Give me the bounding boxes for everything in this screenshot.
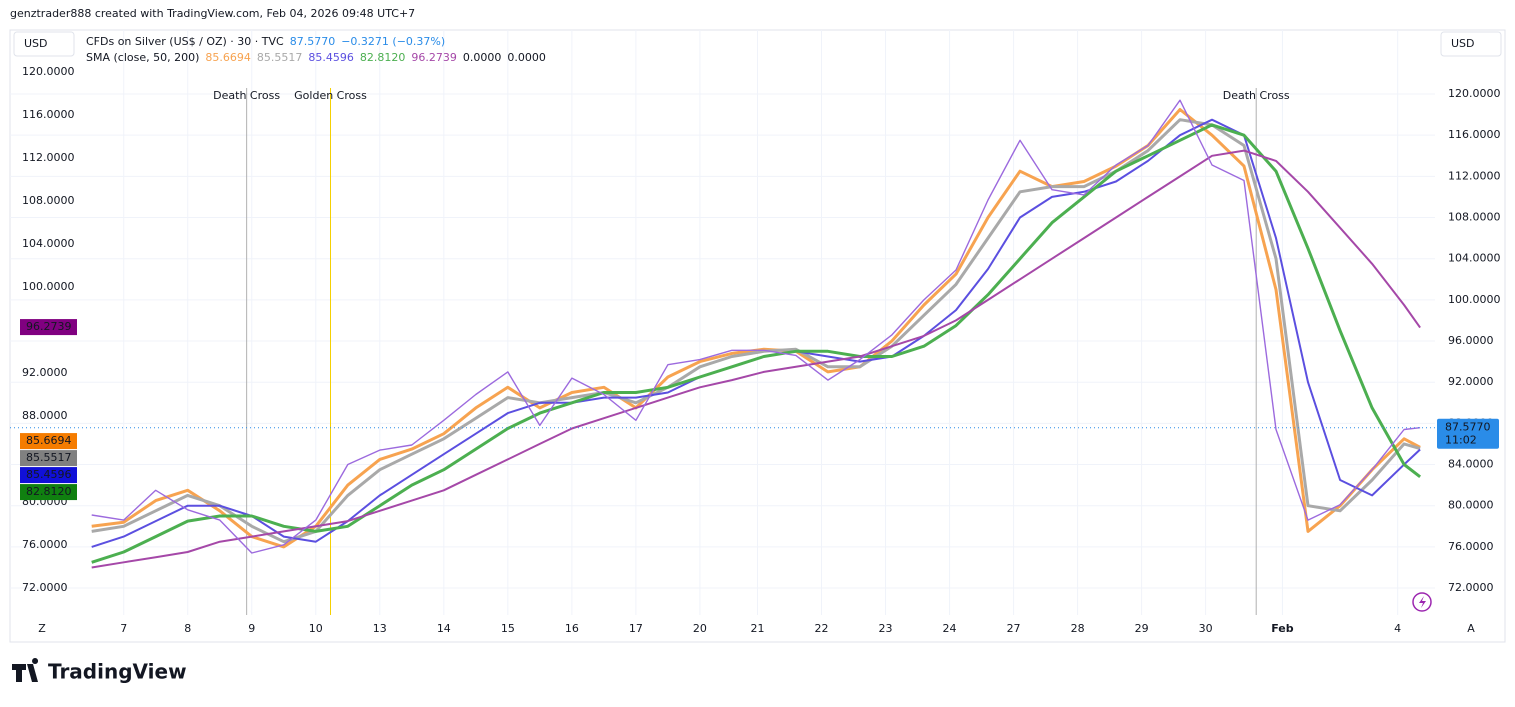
x-tick-label: 13 [373, 622, 387, 635]
x-tick-label: 9 [248, 622, 255, 635]
value-badge-label: 85.4596 [26, 468, 72, 481]
alert-icon[interactable] [1412, 592, 1432, 612]
y-tick-label: 112.0000 [1448, 169, 1501, 182]
y2-tick-label: 72.0000 [22, 581, 68, 594]
y2-tick-label: 112.0000 [22, 151, 75, 164]
x-tick-label: 14 [437, 622, 451, 635]
annotation-label: Death Cross [1223, 89, 1290, 102]
y-tick-label: 96.0000 [1448, 334, 1494, 347]
y-tick-label: 116.0000 [1448, 128, 1501, 141]
legend-title: SMA (close, 50, 200) [86, 51, 199, 64]
x-tick-label: 24 [943, 622, 957, 635]
y-tick-label: 108.0000 [1448, 211, 1501, 224]
legend-value: 85.4596 [308, 51, 354, 64]
y-tick-label: 76.0000 [1448, 540, 1494, 553]
legend-value: 85.5517 [257, 51, 303, 64]
change: −0.3271 (−0.37%) [341, 35, 445, 48]
y-tick-label: 84.0000 [1448, 458, 1494, 471]
y2-tick-label: 108.0000 [22, 194, 75, 207]
series-line [91, 118, 1421, 548]
y-tick-label: 72.0000 [1448, 581, 1494, 594]
x-tick-label: 28 [1071, 622, 1085, 635]
x-tick-label: 7 [120, 622, 127, 635]
x-tick-label: 21 [751, 622, 765, 635]
logo-icon [12, 658, 39, 682]
value-badge [20, 467, 77, 484]
x-tick-label: 27 [1007, 622, 1021, 635]
x-tick-label: 30 [1199, 622, 1213, 635]
price-badge [1437, 418, 1499, 449]
corner-right[interactable]: A [1467, 622, 1475, 635]
series-line [91, 123, 1422, 564]
series-line [91, 108, 1421, 549]
value-badge [20, 433, 77, 450]
price-badge-label: 87.5770 [1445, 421, 1491, 434]
alert-bolt [1419, 596, 1426, 608]
y-tick-label: 120.0000 [1448, 87, 1501, 100]
x-tick-label: 16 [565, 622, 579, 635]
x-tick-label: 10 [309, 622, 323, 635]
corner-left[interactable]: Z [38, 622, 46, 635]
symbol: CFDs on Silver (US$ / OZ) · 30 · TVC [86, 35, 284, 48]
logo: TradingView [12, 658, 187, 684]
value-badge-label: 82.8120 [26, 485, 72, 498]
x-tick-label: 23 [879, 622, 893, 635]
x-tick-label: 29 [1135, 622, 1149, 635]
currency-box[interactable] [1440, 31, 1502, 57]
x-tick-label: Feb [1271, 622, 1294, 635]
legend: SMA (close, 50, 200) 85.6694 85.5517 85.459… [86, 51, 546, 64]
currency-box[interactable] [13, 31, 75, 57]
y2-tick-label: 92.0000 [22, 366, 68, 379]
value-badge-label: 85.5517 [26, 451, 72, 464]
price-badge-time: 11:02 [1445, 434, 1477, 447]
legend-value: 0.0000 [507, 51, 546, 64]
series-line [91, 118, 1421, 544]
price: 87.5770 [290, 35, 336, 48]
value-badge [20, 450, 77, 467]
annotation-label: Death Cross [213, 89, 280, 102]
x-tick-label: 8 [184, 622, 191, 635]
y2-tick-label: 76.0000 [22, 538, 68, 551]
value-badge [20, 319, 77, 336]
legend-value: 96.2739 [411, 51, 457, 64]
value-badge-label: 85.6694 [26, 434, 72, 447]
y2-tick-label: 100.0000 [22, 280, 75, 293]
x-tick-label: 20 [693, 622, 707, 635]
y2-tick-label: 104.0000 [22, 237, 75, 250]
value-badge [20, 484, 77, 501]
value-badge-label: 96.2739 [26, 320, 72, 333]
y2-tick-label: 120.0000 [22, 65, 75, 78]
header: genztrader888 created with TradingView.c… [10, 7, 415, 20]
y2-tick-label: 116.0000 [22, 108, 75, 121]
legend-value: 82.8120 [360, 51, 406, 64]
y-tick-label: 100.0000 [1448, 293, 1501, 306]
x-tick-label: 17 [629, 622, 643, 635]
x-tick-label: 15 [501, 622, 515, 635]
x-tick-label: 22 [815, 622, 829, 635]
series-line [91, 99, 1421, 554]
y-tick-label: 104.0000 [1448, 252, 1501, 265]
annotation-label: Golden Cross [294, 89, 367, 102]
y-tick-label: 92.0000 [1448, 375, 1494, 388]
legend-value: 85.6694 [205, 51, 251, 64]
y2-tick-label: 88.0000 [22, 409, 68, 422]
legend-symbol: CFDs on Silver (US$ / OZ) · 30 · TVC 87.5… [86, 35, 445, 48]
x-tick-label: 4 [1394, 622, 1401, 635]
currency-left[interactable]: USD [24, 37, 48, 50]
series-line [91, 149, 1421, 569]
y-tick-label: 80.0000 [1448, 499, 1494, 512]
currency-right[interactable]: USD [1451, 37, 1475, 50]
brand: TradingView [48, 660, 187, 684]
legend-value: 0.0000 [463, 51, 502, 64]
